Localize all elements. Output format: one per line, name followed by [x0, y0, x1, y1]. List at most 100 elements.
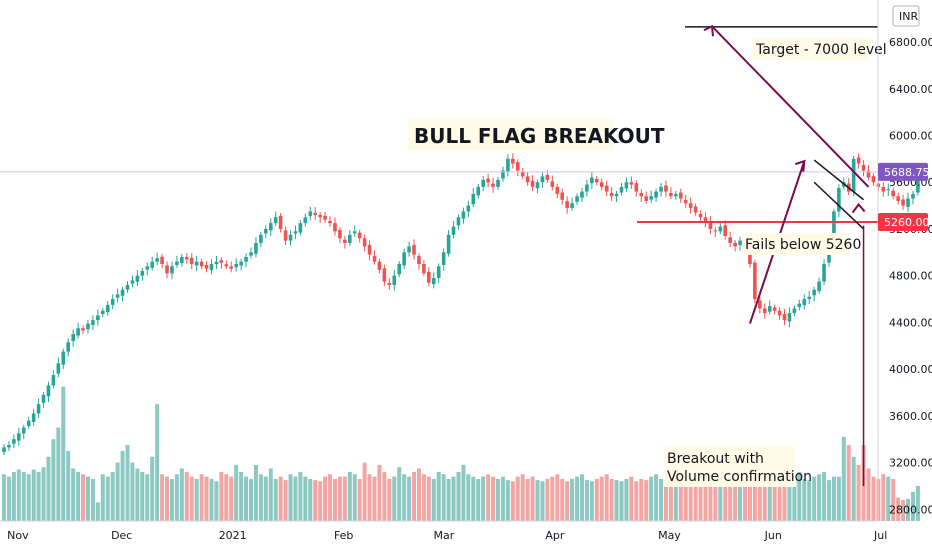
- price-tick-label: 4400.00: [889, 316, 932, 329]
- candle-body: [896, 196, 900, 201]
- support-price-tag: 5260.00: [878, 212, 930, 231]
- candle-body: [91, 320, 95, 325]
- candlestick-series: [2, 153, 920, 455]
- time-tick-label: Jul: [873, 529, 887, 542]
- volume-bar: [416, 468, 421, 521]
- candle-body: [110, 299, 115, 305]
- candle-body: [436, 266, 441, 279]
- volume-bar: [560, 478, 565, 521]
- candle-body: [209, 264, 214, 271]
- volume-bar: [21, 471, 26, 521]
- volume-bar: [214, 481, 219, 521]
- volume-bar: [61, 386, 66, 521]
- candle-body: [496, 179, 500, 187]
- candle-body: [7, 445, 11, 448]
- candle-body: [36, 404, 41, 414]
- volume-bar: [698, 474, 703, 521]
- volume-bar: [76, 471, 81, 521]
- volume-bar: [95, 502, 100, 521]
- volume-bar: [179, 468, 184, 521]
- candle-body: [456, 217, 461, 226]
- candle-body: [471, 193, 476, 205]
- volume-bar: [886, 476, 891, 521]
- volume-bar: [639, 478, 644, 521]
- candle-body: [851, 158, 856, 192]
- candle-body: [782, 314, 787, 321]
- volume-bar: [342, 476, 347, 521]
- volume-bar: [6, 476, 11, 521]
- candle-body: [362, 238, 367, 247]
- candle-body: [249, 252, 253, 256]
- volume-bar: [441, 474, 446, 521]
- volume-bar: [708, 478, 713, 521]
- candle-body: [145, 266, 150, 270]
- volume-bar: [718, 481, 723, 521]
- candle-body: [313, 212, 318, 215]
- time-tick-label: Dec: [111, 529, 132, 542]
- candle-body: [283, 230, 288, 241]
- volume-bar: [51, 439, 56, 521]
- volume-bar: [446, 478, 451, 521]
- time-tick-label: 2021: [219, 529, 247, 542]
- volume-bar: [624, 478, 629, 521]
- candle-body: [812, 289, 816, 296]
- volume-bar: [377, 464, 382, 521]
- volume-bar: [318, 481, 323, 521]
- volume-bar: [728, 474, 733, 521]
- volume-bar: [688, 478, 693, 521]
- volume-bar: [762, 480, 767, 521]
- candle-body: [367, 245, 372, 255]
- candle-body: [506, 158, 510, 172]
- volume-bar: [683, 481, 688, 521]
- candle-body: [160, 256, 164, 265]
- candle-body: [767, 306, 772, 312]
- candle-body: [412, 245, 416, 255]
- candle-body: [165, 265, 169, 274]
- candle-body: [748, 249, 752, 265]
- candle-body: [911, 193, 915, 199]
- volume-bar: [777, 478, 782, 521]
- candle-body: [792, 308, 797, 314]
- candle-body: [545, 174, 550, 180]
- candle-body: [2, 447, 6, 453]
- volume-bar: [915, 485, 920, 521]
- volume-bar: [614, 480, 619, 521]
- candle-body: [659, 186, 663, 192]
- candle-body: [901, 199, 905, 206]
- volume-bar: [797, 471, 802, 521]
- candle-body: [125, 285, 130, 290]
- candle-body: [21, 427, 26, 434]
- candle-body: [832, 211, 836, 243]
- candle-body: [71, 334, 75, 341]
- candle-body: [837, 188, 841, 212]
- candle-body: [140, 271, 145, 276]
- candle-body: [515, 162, 520, 171]
- volume-bar: [841, 436, 846, 521]
- volume-bar: [303, 476, 308, 521]
- volume-bar: [189, 476, 194, 521]
- volume-bar: [565, 481, 570, 521]
- volume-bar: [426, 476, 431, 521]
- volume-bar: [26, 474, 31, 521]
- candle-body: [772, 307, 777, 311]
- candle-body: [264, 228, 268, 234]
- volume-bar: [693, 476, 698, 521]
- volume-bar: [125, 445, 130, 521]
- candle-body: [619, 186, 624, 193]
- candle-body: [56, 363, 61, 374]
- candle-body: [891, 190, 895, 197]
- volume-bar: [234, 464, 239, 521]
- volume-bar: [570, 478, 575, 521]
- candle-body: [807, 296, 812, 300]
- volume-bar: [787, 476, 792, 521]
- price-tick-label: 3600.00: [889, 410, 932, 423]
- volume-bar: [135, 468, 140, 521]
- volume-bar: [209, 478, 214, 521]
- candle-body: [12, 439, 16, 444]
- volume-bar: [589, 481, 594, 521]
- volume-bar: [550, 476, 555, 521]
- candle-body: [234, 264, 238, 268]
- volume-bar: [130, 462, 135, 521]
- candle-body: [866, 170, 871, 178]
